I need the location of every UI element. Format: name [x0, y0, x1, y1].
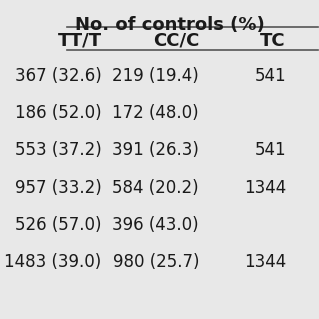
Text: 172 (48.0): 172 (48.0) [112, 104, 199, 122]
Text: 396 (43.0): 396 (43.0) [112, 216, 199, 234]
Text: 526 (57.0): 526 (57.0) [15, 216, 101, 234]
Text: 541: 541 [254, 141, 286, 159]
Text: TC: TC [260, 32, 286, 50]
Text: No. of controls (%): No. of controls (%) [75, 16, 265, 33]
Text: 1344: 1344 [244, 179, 286, 197]
Text: 553 (37.2): 553 (37.2) [15, 141, 101, 159]
Text: 584 (20.2): 584 (20.2) [112, 179, 199, 197]
Text: CC/C: CC/C [153, 32, 199, 50]
Text: 367 (32.6): 367 (32.6) [15, 67, 101, 85]
Text: 1344: 1344 [244, 253, 286, 271]
Text: 391 (26.3): 391 (26.3) [112, 141, 199, 159]
Text: TT/T: TT/T [57, 32, 101, 50]
Text: 541: 541 [254, 67, 286, 85]
Text: 957 (33.2): 957 (33.2) [15, 179, 101, 197]
Text: 1483 (39.0): 1483 (39.0) [4, 253, 101, 271]
Text: 219 (19.4): 219 (19.4) [112, 67, 199, 85]
Text: 186 (52.0): 186 (52.0) [15, 104, 101, 122]
Text: 980 (25.7): 980 (25.7) [113, 253, 199, 271]
